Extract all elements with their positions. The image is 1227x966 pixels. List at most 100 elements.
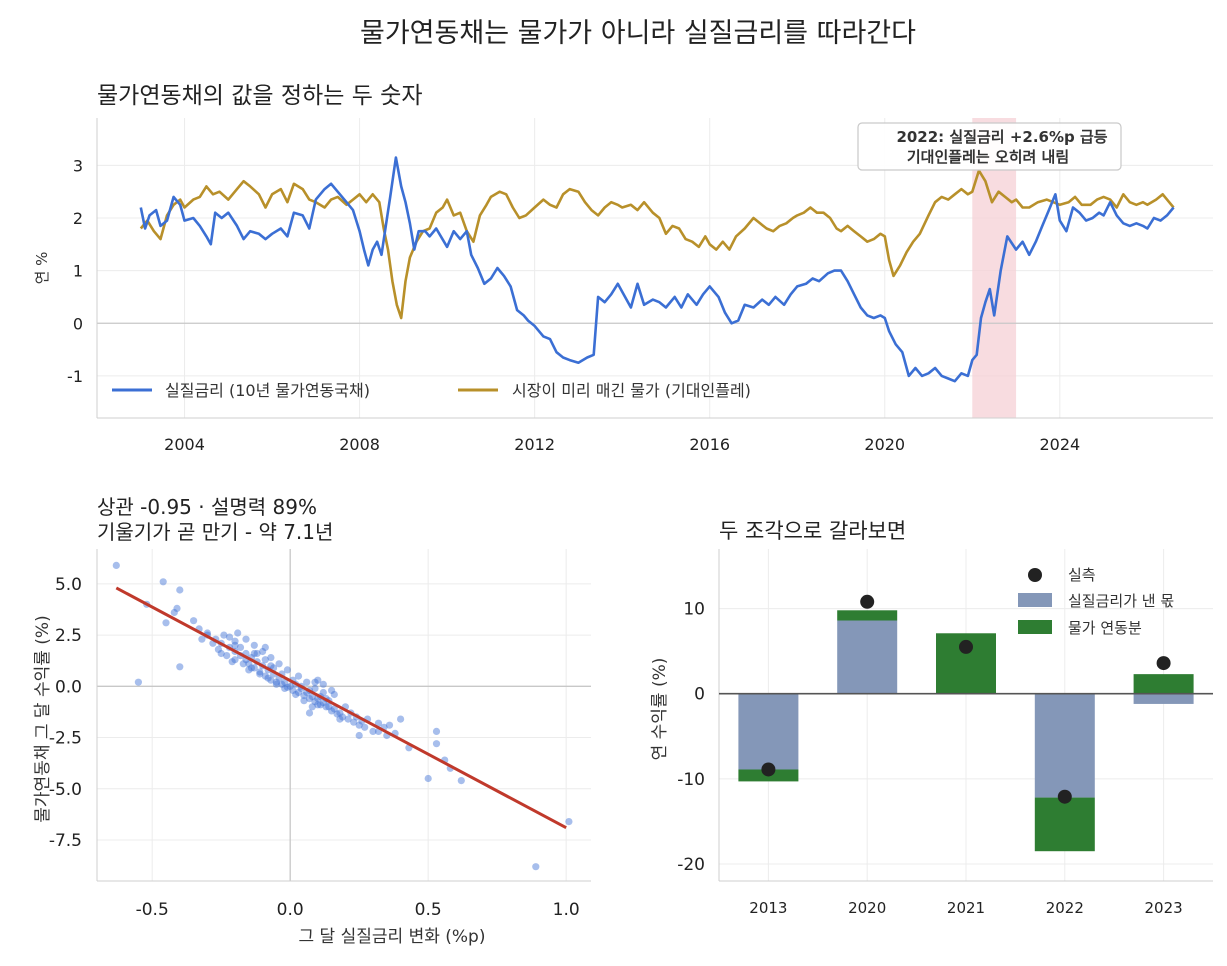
x-tick-label: 1.0 [553, 900, 580, 920]
scatter-point [350, 718, 358, 726]
scatter-point [339, 713, 347, 721]
scatter-point [198, 635, 206, 643]
scatter-point [159, 578, 167, 586]
series-line-1 [139, 169, 1175, 320]
legend-label-0: 실질금리 (10년 물가연동국채) [165, 381, 370, 400]
scatter-point [281, 678, 289, 686]
scatter-point [267, 676, 275, 684]
scatter-point [112, 561, 120, 570]
scatter-point [432, 727, 441, 736]
scatter-point [261, 656, 269, 664]
legend-label-real: 실질금리가 낸 몫 [1068, 592, 1174, 610]
scatter-point [369, 727, 377, 736]
panel-scatter: -0.5 0.0 0.5 1.0 -7.5 -5.0 -2.5 0.0 2.5 5.0 상관 -0.… [33, 495, 591, 947]
scatter-point [176, 663, 184, 671]
scatter-point [250, 664, 258, 672]
chart-title: 두 조각으로 갈라보면 [719, 519, 906, 543]
actual-marker-2023 [1156, 656, 1171, 671]
scatter-point [311, 684, 319, 693]
actual-marker-2013 [761, 762, 776, 777]
scatter-point [134, 678, 142, 686]
x-axis-label: 그 달 실질금리 변화 (%p) [299, 927, 486, 947]
bar-inflation-2020 [837, 610, 898, 621]
y-tick-label: -2.5 [49, 729, 82, 749]
actual-marker-2020 [860, 594, 875, 609]
y-tick-label: 0.0 [55, 677, 82, 697]
scatter-point [250, 641, 258, 649]
chart-title-line: 상관 -0.95 · 설명력 89% [97, 495, 317, 519]
scatter-point [190, 617, 198, 625]
scatter-point [333, 710, 341, 718]
scatter-point [283, 666, 291, 674]
bar-real-2013 [738, 693, 799, 770]
y-tick-label: 2.5 [55, 626, 82, 646]
x-tick-label: 0.0 [277, 900, 304, 920]
scatter-point [316, 701, 325, 709]
scatter-point [305, 695, 314, 703]
scatter-point [330, 690, 338, 699]
scatter-point [305, 709, 314, 717]
scatter-point [532, 863, 540, 871]
scatter-point [261, 672, 269, 680]
x-tick-label: 2004 [164, 435, 205, 454]
scatter-point [286, 682, 294, 690]
fit-line [115, 586, 567, 830]
x-tick-label: 2021 [947, 899, 985, 917]
scatter-point [278, 680, 286, 688]
annotation-line: 2022: 실질금리 +2.6%p 급등 [896, 128, 1107, 146]
legend-label-actual: 실측 [1068, 566, 1096, 584]
scatter-point [234, 629, 242, 637]
scatter-point [173, 604, 181, 613]
y-axis-label: 물가연동채 그 달 수익률 (%) [33, 615, 53, 822]
y-tick-label: -1 [67, 367, 83, 386]
y-tick-label: 2 [73, 209, 83, 228]
scatter-point [267, 662, 275, 670]
annotation-box [857, 122, 1122, 171]
y-tick-label: 10 [683, 600, 705, 620]
x-tick-label: 2024 [1039, 435, 1080, 454]
scatter-point [303, 678, 311, 686]
legend-swatch-actual [1028, 568, 1042, 582]
scatter-point [355, 731, 363, 740]
scatter-point [220, 631, 228, 639]
x-tick-label: 2016 [689, 435, 730, 454]
scatter-point [355, 721, 363, 729]
scatter-point [328, 686, 336, 695]
y-axis-label: 연 % [33, 252, 51, 285]
y-tick-label: -20 [677, 855, 705, 875]
scatter-point [336, 715, 344, 723]
scatter-point [322, 703, 330, 711]
y-tick-label: 0 [694, 685, 705, 705]
scatter-point [214, 645, 222, 654]
scatter-point [228, 658, 236, 666]
scatter-point [242, 635, 250, 643]
scatter-point [457, 777, 465, 785]
x-tick-label: 2013 [749, 899, 787, 917]
scatter-point [424, 774, 432, 783]
scatter-point [267, 654, 275, 662]
scatter-point [250, 649, 258, 658]
x-tick-label: -0.5 [136, 900, 169, 920]
scatter-point [294, 688, 303, 697]
scatter-point [289, 686, 297, 695]
x-tick-label: 2023 [1145, 899, 1183, 917]
scatter-point [336, 709, 344, 717]
scatter-point [374, 719, 383, 727]
figure-title: 물가연동채는 물가가 아니라 실질금리를 따라간다 [360, 18, 916, 49]
scatter-point [231, 637, 239, 645]
scatter-point [264, 674, 272, 682]
bar-inflation-2022 [1034, 797, 1095, 852]
scatter-point [256, 668, 264, 676]
bar-real-2022 [1034, 693, 1095, 798]
bar-inflation-2023 [1133, 674, 1194, 694]
y-tick-label: -7.5 [49, 831, 82, 851]
y-tick-label: 5.0 [55, 575, 82, 595]
scatter-point [281, 684, 289, 693]
x-tick-label: 2008 [339, 435, 380, 454]
y-tick-label: 3 [73, 156, 83, 175]
scatter-point [565, 818, 573, 826]
scatter-point [300, 697, 308, 705]
scatter-point [256, 670, 264, 678]
y-tick-label: 0 [73, 314, 83, 333]
